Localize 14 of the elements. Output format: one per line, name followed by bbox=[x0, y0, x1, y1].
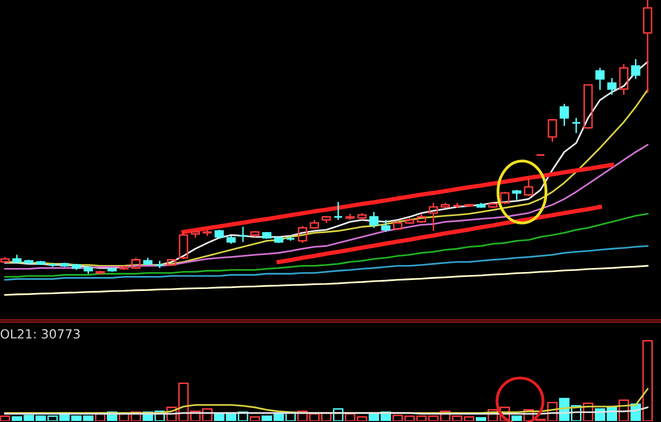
bar bbox=[582, 402, 594, 421]
bar bbox=[523, 409, 534, 421]
candlestick bbox=[428, 202, 438, 232]
bar bbox=[618, 399, 630, 421]
bar bbox=[250, 416, 260, 421]
candlestick bbox=[631, 58, 640, 80]
bar bbox=[511, 415, 522, 421]
bar bbox=[476, 417, 486, 421]
candlestick bbox=[642, 0, 652, 94]
bar bbox=[642, 340, 653, 421]
bar bbox=[332, 408, 344, 421]
candlestick bbox=[607, 77, 617, 96]
text: OL21: 30773 bbox=[0, 329, 80, 339]
bar bbox=[0, 415, 10, 421]
